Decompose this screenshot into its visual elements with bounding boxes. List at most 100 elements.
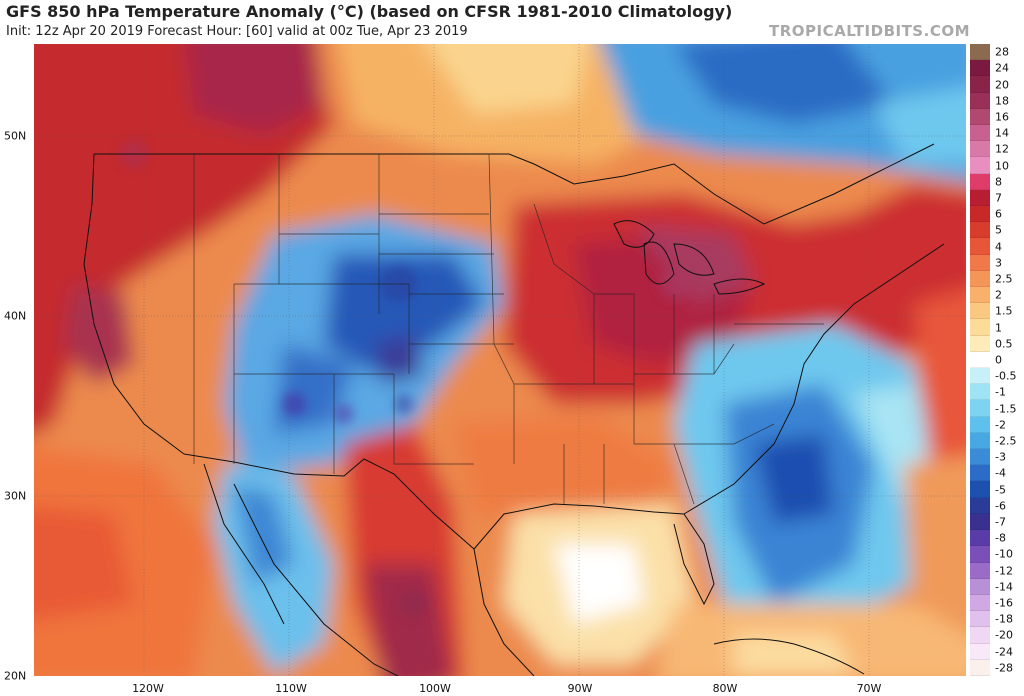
colorbar-swatch <box>970 173 990 190</box>
colorbar-label: 3 <box>995 256 1002 270</box>
colorbar-swatch <box>970 206 990 223</box>
anomaly-field <box>34 44 966 676</box>
colorbar-swatch <box>970 222 990 239</box>
lon-label-70w: 70W <box>856 682 882 695</box>
colorbar-swatch <box>970 125 990 142</box>
colorbar-label: 2 <box>995 288 1002 302</box>
forecast-info: Init: 12z Apr 20 2019 Forecast Hour: [60… <box>6 24 468 39</box>
colorbar-label: -24 <box>995 645 1013 659</box>
colorbar-label: -1 <box>995 385 1006 399</box>
colorbar-label: 20 <box>995 78 1009 91</box>
source-credit: TROPICALTIDBITS.COM <box>769 22 970 40</box>
colorbar-label: 2.5 <box>995 272 1013 286</box>
colorbar-swatch <box>970 465 990 482</box>
colorbar-swatch <box>970 594 990 612</box>
colorbar-label: -3 <box>995 450 1006 464</box>
colorbar-swatch <box>970 254 990 271</box>
colorbar-label: -20 <box>995 628 1013 642</box>
colorbar-label: -28 <box>995 661 1013 675</box>
colorbar-label: 0.5 <box>995 337 1013 351</box>
colorbar-label: -6 <box>995 499 1006 513</box>
colorbar-swatch <box>970 530 990 547</box>
colorbar-swatch <box>970 44 990 61</box>
colorbar-swatch <box>970 449 990 466</box>
chart-title: GFS 850 hPa Temperature Anomaly (°C) (ba… <box>6 2 733 21</box>
colorbar-label: -18 <box>995 612 1013 626</box>
colorbar-swatch <box>970 92 990 109</box>
colorbar-swatch <box>970 578 990 595</box>
colorbar-label: -8 <box>995 531 1006 545</box>
colorbar-label: -14 <box>995 580 1013 594</box>
lon-label-90w: 90W <box>567 682 593 695</box>
colorbar-swatch <box>970 238 990 255</box>
colorbar-label: 14 <box>995 126 1009 140</box>
colorbar-labels: 28 24 20 18 16 14 12 10 8 7 6 5 4 3 2.5 2 1.5 1 0.5 0 -0.5 -1… <box>995 44 1024 676</box>
colorbar-label: 1.5 <box>995 304 1013 318</box>
colorbar-swatch <box>970 60 990 77</box>
colorbar-label: 6 <box>995 207 1002 221</box>
colorbar-label: 16 <box>995 110 1009 124</box>
colorbar-label: -12 <box>995 564 1013 578</box>
colorbar-swatch <box>970 319 990 336</box>
colorbar-label: -4 <box>995 466 1006 480</box>
lat-label-30n: 30N <box>4 489 27 503</box>
colorbar-label: 10 <box>995 159 1009 173</box>
colorbar-swatch <box>970 189 990 207</box>
lat-label-20n: 20N <box>4 669 27 683</box>
colorbar <box>970 44 990 676</box>
boundaries <box>83 143 945 676</box>
colorbar-label: -1.5 <box>995 402 1017 416</box>
colorbar-swatch <box>970 400 990 417</box>
colorbar-swatch <box>970 108 990 126</box>
colorbar-label: -0.5 <box>995 369 1017 383</box>
colorbar-label: 28 <box>995 45 1009 59</box>
colorbar-swatch <box>970 611 990 628</box>
lon-label-80w: 80W <box>712 682 738 695</box>
colorbar-swatch <box>970 562 990 579</box>
colorbar-swatch <box>970 335 990 352</box>
state-lines <box>193 153 824 505</box>
colorbar-swatch <box>970 432 990 450</box>
graticule <box>34 44 966 676</box>
colorbar-swatch <box>970 157 990 174</box>
colorbar-swatch <box>970 627 990 644</box>
colorbar-swatch <box>970 270 990 288</box>
colorbar-label: -2.5 <box>995 434 1017 448</box>
lon-label-100w: 100W <box>419 682 451 695</box>
colorbar-swatch <box>970 416 990 433</box>
colorbar-label: -16 <box>995 596 1013 610</box>
colorbar-label: 5 <box>995 223 1002 237</box>
colorbar-label: 12 <box>995 142 1009 156</box>
colorbar-swatch <box>970 368 990 385</box>
colorbar-swatch <box>970 513 990 531</box>
colorbar-swatch <box>970 497 990 514</box>
colorbar-label: 4 <box>995 240 1002 254</box>
colorbar-label: 1 <box>995 321 1002 335</box>
colorbar-label: 0 <box>995 353 1002 367</box>
colorbar-swatch <box>970 384 990 401</box>
lon-label-120w: 120W <box>132 682 164 695</box>
colorbar-swatch <box>970 303 990 320</box>
lat-label-50n: 50N <box>4 129 27 143</box>
colorbar-swatch <box>970 141 990 158</box>
colorbar-label: -2 <box>995 418 1006 432</box>
anomaly-detail <box>120 140 690 618</box>
colorbar-swatch <box>970 76 990 93</box>
anomaly-map <box>34 44 966 676</box>
colorbar-swatch <box>970 546 990 563</box>
colorbar-swatch <box>970 287 990 304</box>
colorbar-label: 8 <box>995 175 1002 189</box>
colorbar-label: -7 <box>995 515 1006 529</box>
colorbar-swatch <box>970 643 990 660</box>
lat-label-40n: 40N <box>4 309 27 323</box>
lon-label-110w: 110W <box>275 682 307 695</box>
colorbar-swatch <box>970 659 990 676</box>
colorbar-swatch <box>970 351 990 369</box>
colorbar-label: 24 <box>995 61 1009 75</box>
colorbar-label: -5 <box>995 483 1006 497</box>
colorbar-label: 7 <box>995 191 1002 205</box>
map-svg <box>34 44 966 676</box>
colorbar-label: 18 <box>995 94 1009 108</box>
colorbar-swatch <box>970 481 990 498</box>
colorbar-label: -10 <box>995 547 1013 561</box>
